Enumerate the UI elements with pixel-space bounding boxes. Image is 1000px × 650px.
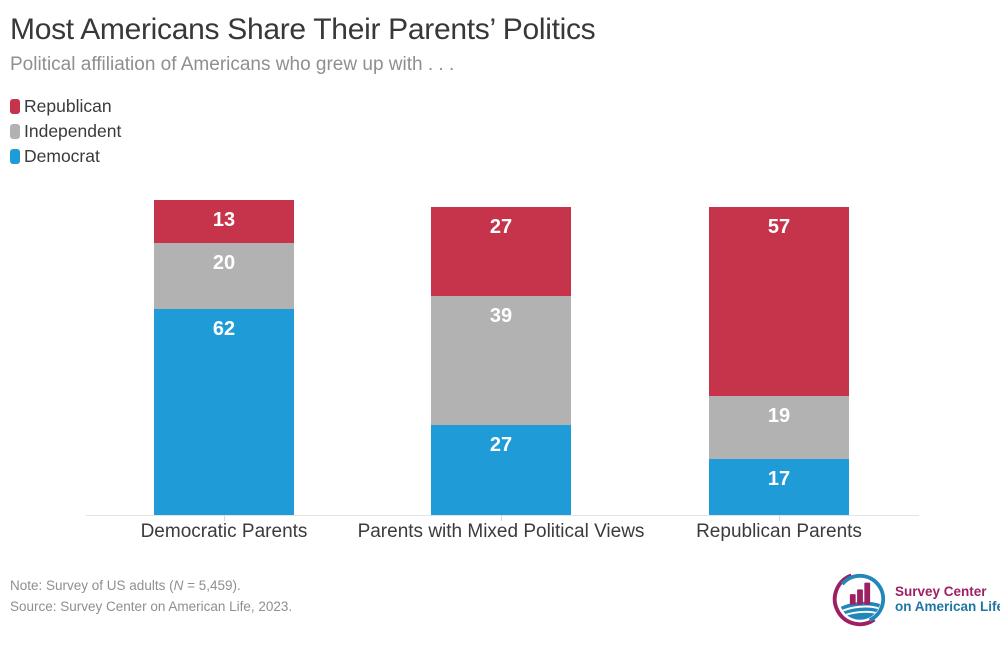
legend: Republican Independent Democrat [10,94,121,169]
legend-label: Republican [24,96,112,116]
source-line: Source: Survey Center on American Life, … [10,599,293,614]
segment-value-label: 27 [489,215,513,238]
stacked-bar: 13 20 62 [154,200,294,515]
axis-tick [779,515,780,521]
bar-segment-democrat: 62 [154,309,294,515]
bar-segment-republican: 27 [431,206,571,297]
segment-value-label: 13 [212,209,236,231]
segment-value-label: 17 [767,467,791,490]
x-axis-line [86,515,919,516]
legend-item-democrat: Democrat [10,144,121,169]
legend-item-independent: Independent [10,119,121,144]
segment-value-label: 62 [212,318,236,341]
legend-swatch-icon [10,124,20,139]
legend-label: Independent [24,121,122,141]
segment-value-label: 57 [767,215,791,238]
survey-center-logo-icon [832,573,886,627]
bar-segment-republican: 57 [709,206,849,396]
bar-segment-independent: 20 [154,243,294,310]
logo-line1: Survey Center [895,584,987,599]
bar-segment-democrat: 27 [431,425,571,515]
x-axis-label: Republican Parents [696,521,862,542]
logo: Survey Center on American Life [831,570,1000,628]
axis-tick [501,515,502,521]
stacked-bar: 57 19 17 [709,206,849,515]
bar-segment-democrat: 17 [709,458,849,515]
chart-title: Most Americans Share Their Parents’ Poli… [10,13,596,46]
note-line: Note: Survey of US adults (N = 5,459). [10,578,241,593]
x-axis-label: Democratic Parents [140,521,308,542]
logo-line2: on American Life [895,599,1000,614]
legend-item-republican: Republican [10,94,121,119]
segment-value-label: 27 [489,434,513,457]
bar-segment-independent: 39 [431,296,571,426]
legend-swatch-icon [10,149,20,164]
segment-value-label: 39 [489,305,513,328]
legend-label: Democrat [24,146,100,166]
logo-bars-icon [849,582,871,605]
axis-tick [224,515,225,521]
bar-segment-independent: 19 [709,395,849,459]
logo-text: Survey Center on American Life [895,584,1000,614]
legend-swatch-icon [10,99,20,114]
bar-segment-republican: 13 [154,200,294,244]
x-axis-label: Parents with Mixed Political Views [357,521,645,542]
stacked-bar: 27 39 27 [431,206,571,515]
footnote: Note: Survey of US adults (N = 5,459). S… [10,575,292,617]
segment-value-label: 20 [212,252,236,275]
chart-subtitle: Political affiliation of Americans who g… [10,54,455,75]
segment-value-label: 19 [767,404,791,427]
